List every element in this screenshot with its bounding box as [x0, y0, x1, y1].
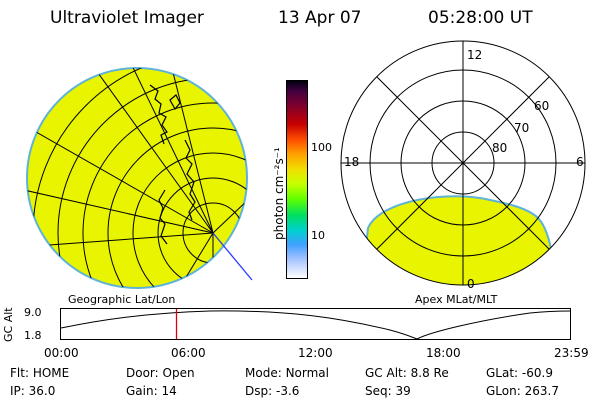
time-label: 05:28:00 UT: [428, 8, 533, 28]
caption-apex: Apex MLat/MLT: [415, 293, 498, 306]
sun-direction-line: [212, 232, 253, 281]
xtick-06-00: 06:00: [171, 346, 206, 360]
date-label: 13 Apr 07: [278, 8, 362, 28]
altitude-curve: [60, 310, 571, 340]
info-mode: Mode: Normal: [245, 366, 329, 380]
mlat-label-80: 80: [492, 141, 507, 155]
info-gain: Gain: 14: [126, 384, 177, 398]
mlt-label-12: 12: [467, 48, 482, 62]
colorbar-tick-10: 10: [311, 229, 325, 242]
altitude-strip-plot: [60, 308, 571, 340]
altitude-plot-frame: [60, 308, 571, 340]
info-dsp: Dsp: -3.6: [245, 384, 300, 398]
mlat-label-70: 70: [514, 121, 529, 135]
colorbar-tick-100: 100: [311, 141, 332, 154]
polar-grid: [340, 40, 586, 286]
info-flt: Flt: HOME: [10, 366, 70, 380]
info-seq: Seq: 39: [365, 384, 411, 398]
altitude-ylabel: GC Alt: [2, 307, 15, 342]
mlat-label-60: 60: [534, 99, 549, 113]
info-ip: IP: 36.0: [10, 384, 56, 398]
info-door: Door: Open: [126, 366, 195, 380]
caption-geographic: Geographic Lat/Lon: [68, 293, 176, 306]
uv-image-disk: [26, 67, 248, 289]
colorbar: [286, 80, 308, 279]
apex-polar-plot: 12 0 18 6 60 70 80: [340, 40, 586, 290]
info-glat: GLat: -60.9: [486, 366, 553, 380]
altitude-ytick-9: 9.0: [24, 306, 42, 319]
xtick-00-00: 00:00: [44, 346, 79, 360]
colorbar-unit-label: photon cm⁻²s⁻¹: [272, 147, 286, 240]
mlt-label-18: 18: [344, 155, 359, 169]
info-glon: GLon: 263.7: [486, 384, 559, 398]
mlt-label-0: 0: [467, 277, 475, 290]
xtick-23-59: 23:59: [554, 346, 589, 360]
auroral-oval-fill: [358, 195, 553, 285]
info-gc-alt: GC Alt: 8.8 Re: [365, 366, 449, 380]
altitude-ytick-1-8: 1.8: [24, 329, 42, 342]
app-title: Ultraviolet Imager: [50, 8, 204, 28]
geographic-image: [26, 67, 253, 289]
xtick-18-00: 18:00: [426, 346, 461, 360]
mlt-label-6: 6: [576, 155, 584, 169]
xtick-12-00: 12:00: [298, 346, 333, 360]
